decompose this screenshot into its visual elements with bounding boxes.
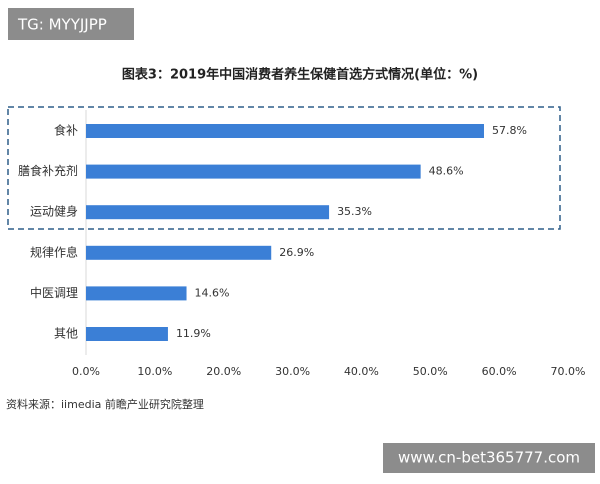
bar [86, 205, 330, 220]
source: 资料来源：iimedia 前瞻产业研究院整理 [6, 397, 204, 411]
y-tick-label: 运动健身 [30, 204, 78, 219]
y-tick-label: 膳食补充剂 [18, 163, 78, 178]
bottom-badge-box [383, 443, 595, 473]
value-label: 26.9% [279, 246, 314, 259]
value-label: 35.3% [337, 205, 372, 218]
bar [86, 124, 484, 138]
x-tick-label: 0.0% [72, 365, 100, 378]
highlight-box [7, 106, 561, 230]
y-tick-label: 中医调理 [30, 285, 78, 300]
bar [86, 327, 168, 341]
top-badge-box [8, 8, 134, 40]
x-tick-label: 60.0% [482, 365, 517, 378]
x-tick-label: 20.0% [206, 365, 241, 378]
bar [86, 164, 421, 179]
chart-title: 图表3：2019年中国消费者养生保健首选方式情况(单位：%) [122, 67, 478, 83]
value-label: 14.6% [195, 286, 230, 299]
x-tick-label: 10.0% [137, 365, 172, 378]
y-tick-label: 规律作息 [30, 244, 78, 259]
y-tick-label: 其他 [54, 327, 78, 341]
bar [86, 286, 187, 301]
y-tick-label: 食补 [54, 123, 78, 138]
top-badge: TG: MYYJJPP [17, 16, 107, 34]
bottom-badge: www.cn-bet365777.com [398, 449, 580, 467]
value-label: 48.6% [429, 165, 464, 178]
x-tick-label: 50.0% [413, 365, 448, 378]
x-tick-label: 40.0% [344, 365, 379, 378]
x-tick-label: 70.0% [551, 365, 586, 378]
value-label: 57.8% [492, 124, 527, 137]
value-label: 11.9% [176, 327, 211, 340]
bar [86, 245, 272, 260]
x-tick-label: 30.0% [275, 365, 310, 378]
